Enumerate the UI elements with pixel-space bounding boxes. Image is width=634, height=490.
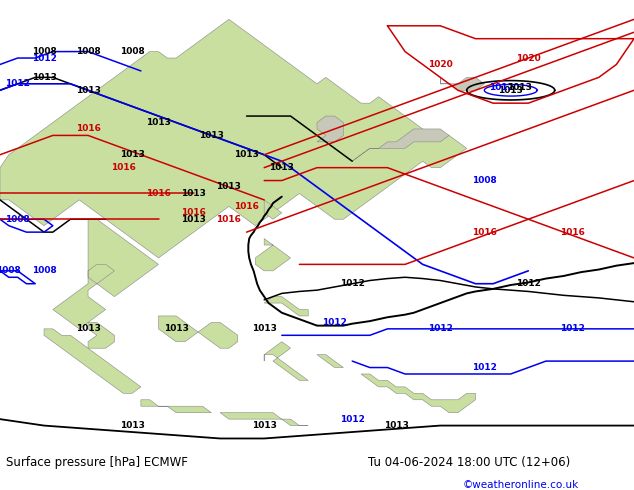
Polygon shape	[220, 413, 308, 426]
Text: 1008: 1008	[472, 176, 496, 185]
Text: 1013: 1013	[498, 86, 523, 95]
Text: 1008: 1008	[0, 267, 21, 275]
Polygon shape	[0, 19, 467, 258]
Polygon shape	[264, 296, 308, 316]
Text: 1013: 1013	[120, 421, 145, 430]
Text: 1008: 1008	[120, 47, 145, 56]
Text: 1016: 1016	[146, 189, 171, 198]
Text: 1012: 1012	[5, 79, 30, 88]
Polygon shape	[353, 129, 449, 161]
Text: 1008: 1008	[32, 267, 56, 275]
Text: 1016: 1016	[181, 208, 206, 217]
Polygon shape	[53, 219, 158, 329]
Polygon shape	[141, 400, 211, 413]
Text: 1013: 1013	[146, 118, 171, 127]
Polygon shape	[264, 200, 281, 219]
Text: Surface pressure [hPa] ECMWF: Surface pressure [hPa] ECMWF	[6, 457, 188, 469]
Text: 1016: 1016	[75, 124, 101, 133]
Text: 1016: 1016	[560, 228, 585, 237]
Text: 1013: 1013	[164, 324, 188, 333]
Text: 1013: 1013	[199, 131, 224, 140]
Text: 1020: 1020	[516, 53, 541, 63]
Text: 1012: 1012	[428, 324, 453, 333]
Polygon shape	[440, 77, 484, 90]
Text: 1013: 1013	[507, 82, 532, 92]
Text: 1013: 1013	[234, 150, 259, 159]
Text: 1012: 1012	[322, 318, 347, 327]
Text: 1016: 1016	[234, 202, 259, 211]
Text: Tu 04-06-2024 18:00 UTC (12+06): Tu 04-06-2024 18:00 UTC (12+06)	[368, 457, 570, 469]
Text: 1012: 1012	[516, 279, 541, 288]
Text: 1013: 1013	[181, 215, 206, 224]
Text: 1013: 1013	[75, 324, 101, 333]
Text: 1013: 1013	[384, 421, 409, 430]
Text: 1012: 1012	[340, 415, 365, 424]
Polygon shape	[158, 316, 238, 348]
Text: 1012: 1012	[340, 279, 365, 288]
Text: 1013: 1013	[252, 421, 276, 430]
Text: 1020: 1020	[428, 60, 453, 69]
Polygon shape	[256, 239, 290, 271]
Text: 1016: 1016	[472, 228, 497, 237]
Polygon shape	[88, 322, 115, 348]
Polygon shape	[361, 374, 476, 413]
Text: ©weatheronline.co.uk: ©weatheronline.co.uk	[463, 481, 579, 490]
Text: 1013: 1013	[269, 163, 294, 172]
Text: 1016: 1016	[111, 163, 136, 172]
Text: 1013: 1013	[181, 189, 206, 198]
Text: 1008: 1008	[5, 215, 30, 224]
Text: 1012: 1012	[560, 324, 585, 333]
Polygon shape	[317, 355, 344, 368]
Text: 1013: 1013	[120, 150, 145, 159]
Polygon shape	[317, 116, 344, 142]
Text: 1013: 1013	[75, 86, 101, 95]
Polygon shape	[44, 329, 141, 393]
Polygon shape	[264, 342, 308, 380]
Text: 1008: 1008	[32, 47, 56, 56]
Text: 1012: 1012	[32, 53, 56, 63]
Text: 1013: 1013	[216, 182, 242, 192]
Text: 1013: 1013	[32, 73, 56, 82]
Text: 1013: 1013	[252, 324, 276, 333]
Text: 1012: 1012	[472, 363, 497, 372]
Text: 1016: 1016	[216, 215, 242, 224]
Text: 1008: 1008	[75, 47, 100, 56]
Text: 1012: 1012	[489, 82, 514, 92]
